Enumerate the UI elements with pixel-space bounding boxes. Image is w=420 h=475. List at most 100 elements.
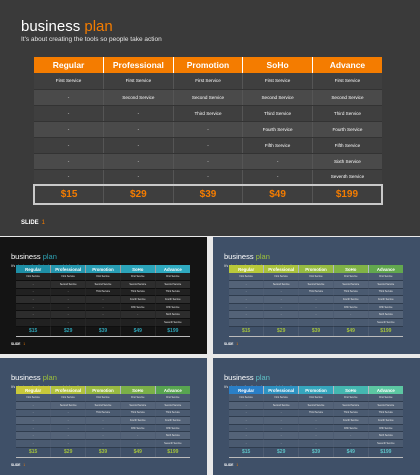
service-cell: - bbox=[298, 439, 334, 448]
service-cell: - bbox=[298, 416, 334, 425]
price-cell: $29 bbox=[50, 446, 87, 458]
service-cell: Seventh Service bbox=[368, 318, 403, 327]
service-cell: - bbox=[34, 121, 105, 138]
service-cell: Second Service bbox=[173, 89, 244, 106]
service-cell: First Service bbox=[298, 394, 334, 403]
table-row: First Service First Service First Service F… bbox=[229, 273, 403, 282]
pricing-table: Regular Professional Promotion SoHo Advance F… bbox=[16, 265, 190, 337]
service-cell: First Service bbox=[16, 394, 52, 403]
service-cell: - bbox=[242, 169, 313, 186]
service-cell: - bbox=[16, 295, 52, 304]
service-cell: - bbox=[229, 280, 265, 289]
column-header: Regular bbox=[16, 386, 52, 394]
service-cell: Third Service bbox=[155, 288, 190, 297]
service-cell: - bbox=[120, 439, 156, 448]
service-cell: Third Service bbox=[333, 409, 369, 418]
service-cell: Fifth Service bbox=[242, 137, 313, 154]
service-cell: - bbox=[173, 153, 244, 170]
service-cell: - bbox=[229, 318, 265, 327]
service-cell: Second Service bbox=[85, 401, 121, 410]
service-cell: Fourth Service bbox=[312, 121, 382, 138]
service-cell: - bbox=[263, 439, 300, 448]
table-row: - - - Fifth Service Fifth Service bbox=[16, 303, 190, 312]
column-header: Advance bbox=[155, 386, 190, 394]
column-header: Promotion bbox=[173, 57, 244, 73]
price-cell: $199 bbox=[312, 184, 383, 205]
service-cell: Second Service bbox=[368, 280, 403, 289]
service-cell: - bbox=[50, 295, 87, 304]
price-cell: $29 bbox=[103, 184, 174, 205]
slide-title: business plan bbox=[21, 18, 113, 35]
service-cell: - bbox=[333, 439, 369, 448]
slide-title-block: business plan It's about creating the to… bbox=[21, 18, 162, 44]
price-cell: $15 bbox=[229, 325, 265, 337]
column-header: Regular bbox=[16, 265, 52, 273]
service-cell: Seventh Service bbox=[155, 318, 190, 327]
service-cell: Fourth Service bbox=[333, 295, 369, 304]
service-cell: - bbox=[263, 416, 300, 425]
slide-thumbnail-black[interactable]: business plan It's about creating the to… bbox=[0, 237, 207, 354]
service-cell: Third Service bbox=[333, 288, 369, 297]
price-cell: $49 bbox=[120, 325, 156, 337]
slide-thumbnail-blue-teal[interactable]: business plan It's about creating the to… bbox=[213, 358, 420, 475]
service-cell: - bbox=[333, 431, 369, 441]
slide-thumbnail-blue-green[interactable]: business plan It's about creating the to… bbox=[213, 237, 420, 354]
service-cell: Sixth Service bbox=[312, 153, 382, 170]
column-header: Professional bbox=[263, 265, 300, 273]
service-cell: Third Service bbox=[85, 288, 121, 297]
table-row: - - - Fifth Service Fifth Service bbox=[34, 137, 382, 154]
service-cell: - bbox=[229, 303, 265, 312]
service-cell: First Service bbox=[155, 394, 190, 403]
service-cell: Third Service bbox=[298, 409, 334, 418]
slide-title-accent: plan bbox=[84, 18, 113, 35]
service-cell: - bbox=[120, 318, 156, 327]
service-cell: - bbox=[229, 409, 265, 418]
service-cell: - bbox=[229, 416, 265, 425]
service-cell: - bbox=[34, 105, 105, 122]
slide-footer: SLIDE 1 bbox=[224, 342, 239, 346]
slide-title: business plan bbox=[11, 373, 57, 382]
service-cell: - bbox=[50, 409, 87, 418]
table-row: - - Third Service Third Service Third Servic… bbox=[34, 105, 382, 122]
slide-thumbnail-blue-lime[interactable]: business plan It's about creating the to… bbox=[0, 358, 207, 475]
table-row: - - - - Seventh Service bbox=[16, 318, 190, 327]
table-header-row: Regular Professional Promotion SoHo Advance bbox=[34, 57, 382, 73]
service-cell: - bbox=[229, 295, 265, 304]
table-row: - - - - Seventh Service bbox=[229, 318, 403, 327]
service-cell: Fifth Service bbox=[333, 303, 369, 312]
service-cell: Third Service bbox=[155, 409, 190, 418]
service-cell: - bbox=[173, 137, 244, 154]
service-cell: - bbox=[50, 416, 87, 425]
table-row: First Service First Service First Service F… bbox=[16, 273, 190, 282]
service-cell: - bbox=[263, 303, 300, 312]
service-cell: Sixth Service bbox=[368, 431, 403, 441]
table-row: - Second Service Second Service Second Serv… bbox=[34, 89, 382, 106]
column-header: Regular bbox=[34, 57, 105, 73]
service-cell: First Service bbox=[242, 73, 313, 90]
service-cell: - bbox=[263, 295, 300, 304]
table-row: - - - - Seventh Service bbox=[16, 439, 190, 448]
column-header: Promotion bbox=[298, 386, 334, 394]
service-cell: Seventh Service bbox=[155, 439, 190, 448]
service-cell: - bbox=[103, 153, 174, 170]
column-header: Professional bbox=[263, 386, 300, 394]
service-cell: - bbox=[263, 310, 300, 320]
service-cell: - bbox=[85, 424, 121, 433]
column-header: Advance bbox=[368, 386, 403, 394]
service-cell: Second Service bbox=[298, 280, 334, 289]
price-cell: $15 bbox=[229, 446, 265, 458]
main-slide[interactable]: business plan It's about creating the to… bbox=[0, 0, 420, 236]
column-header: Promotion bbox=[298, 265, 334, 273]
slide-subtitle: It's about creating the tools so people … bbox=[21, 36, 162, 43]
table-row: - - - - Seventh Service bbox=[229, 439, 403, 448]
service-cell: - bbox=[50, 318, 87, 327]
service-cell: Seventh Service bbox=[368, 439, 403, 448]
service-cell: - bbox=[103, 169, 174, 186]
column-header: Promotion bbox=[85, 386, 121, 394]
table-row: - - - - Sixth Service bbox=[34, 153, 382, 170]
table-row: - - Third Service Third Service Third Servic… bbox=[229, 409, 403, 418]
service-cell: - bbox=[16, 424, 52, 433]
table-row: - - Third Service Third Service Third Servic… bbox=[16, 409, 190, 418]
service-cell: - bbox=[229, 431, 265, 441]
price-cell: $199 bbox=[155, 325, 190, 337]
